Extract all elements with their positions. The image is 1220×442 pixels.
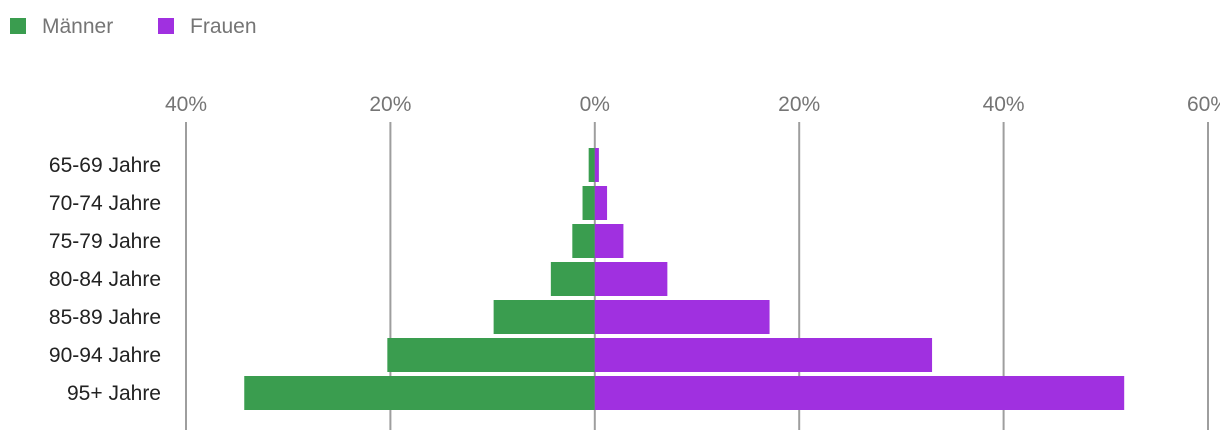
- category-label: 75-79 Jahre: [49, 230, 161, 253]
- x-tick-label: 40%: [165, 93, 207, 116]
- bar-men: [588, 148, 595, 182]
- bar-men: [387, 338, 595, 372]
- category-label: 95+ Jahre: [67, 382, 161, 405]
- legend-swatch-men: [10, 18, 26, 34]
- category-label: 70-74 Jahre: [49, 192, 161, 215]
- bars: [244, 148, 1125, 410]
- legend-label-men: Männer: [42, 15, 113, 38]
- bar-men: [572, 224, 595, 258]
- x-tick-label: 0%: [580, 93, 610, 116]
- x-axis-ticks: 40% 20% 0% 20% 40% 60%: [165, 93, 1220, 116]
- x-tick-label: 40%: [983, 93, 1025, 116]
- legend-label-women: Frauen: [190, 15, 257, 38]
- bar-women: [594, 262, 668, 296]
- category-label: 80-84 Jahre: [49, 268, 161, 291]
- bar-women: [594, 186, 608, 220]
- category-labels: 65-69 Jahre 70-74 Jahre 75-79 Jahre 80-84 J…: [49, 154, 161, 405]
- bar-women: [594, 148, 599, 182]
- bar-men: [493, 300, 595, 334]
- legend-swatch-women: [158, 18, 174, 34]
- bar-men: [244, 376, 595, 410]
- x-tick-label: 20%: [369, 93, 411, 116]
- category-label: 85-89 Jahre: [49, 306, 161, 329]
- category-label: 65-69 Jahre: [49, 154, 161, 177]
- bar-women: [594, 376, 1125, 410]
- category-label: 90-94 Jahre: [49, 344, 161, 367]
- legend: Männer Frauen: [10, 15, 257, 38]
- x-tick-label: 60%: [1187, 93, 1220, 116]
- bar-women: [594, 224, 624, 258]
- x-tick-label: 20%: [778, 93, 820, 116]
- bar-women: [594, 338, 933, 372]
- bar-men: [550, 262, 595, 296]
- bar-women: [594, 300, 770, 334]
- bar-men: [582, 186, 595, 220]
